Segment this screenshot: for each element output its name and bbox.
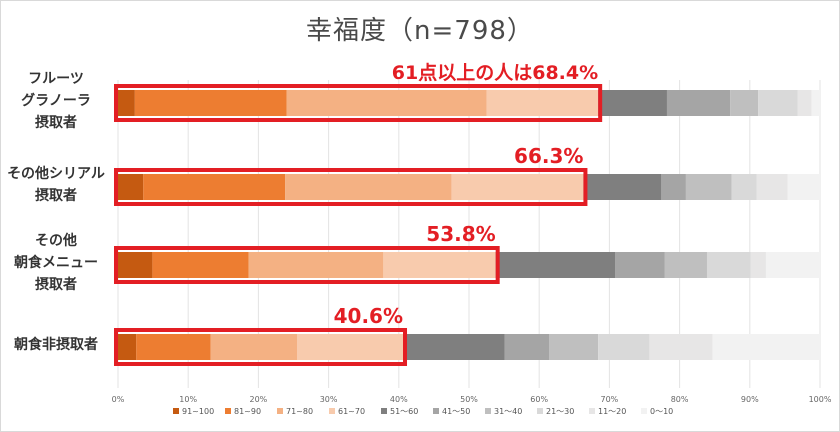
bar-segment — [649, 334, 713, 360]
bar-segment — [152, 252, 249, 278]
bar-segment — [118, 334, 137, 360]
bar-segment — [285, 174, 452, 200]
bar-segment — [248, 252, 384, 278]
bar-segment — [685, 174, 732, 200]
bar-segment — [451, 174, 584, 200]
bar-segment — [286, 90, 487, 116]
category-label-line: 朝食非摂取者 — [14, 337, 98, 353]
annotation-label: 66.3% — [514, 144, 583, 168]
category-label-line: その他シリアル — [7, 166, 105, 182]
category-label-line: フルーツ — [28, 71, 84, 87]
legend-label: 41～50 — [442, 407, 470, 416]
bar-segment — [615, 252, 665, 278]
bar-segment — [495, 252, 616, 278]
bar-segment — [134, 90, 287, 116]
bar-segment — [403, 334, 505, 360]
bar-segment — [765, 252, 820, 278]
x-tick-label: 30% — [320, 395, 338, 404]
x-tick-label: 10% — [179, 395, 197, 404]
legend-swatch — [537, 408, 543, 414]
bar-segment — [756, 174, 788, 200]
x-tick-label: 20% — [250, 395, 268, 404]
bars — [118, 90, 820, 360]
highlight-box — [114, 328, 408, 366]
bar-segment — [730, 90, 759, 116]
x-tick-label: 90% — [741, 395, 759, 404]
bar-segment — [118, 174, 144, 200]
category-label-line: 摂取者 — [35, 188, 77, 204]
bar-segment — [486, 90, 599, 116]
category-label-line: 朝食メニュー — [14, 255, 98, 271]
annotation-label: 61点以上の人は68.4% — [392, 62, 598, 84]
highlight-box — [114, 246, 500, 284]
bar-segment — [758, 90, 798, 116]
chart-title: 幸福度（n=798） — [306, 16, 534, 46]
bar-segment — [549, 334, 599, 360]
legend-swatch — [641, 408, 647, 414]
legend-swatch — [173, 408, 179, 414]
legend: 91~100 81~90 71~80 61~70 51～60 41～50 31～40 21～3… — [173, 407, 673, 416]
legend-label: 21～30 — [546, 407, 574, 416]
highlight-box — [114, 84, 603, 122]
bar-segment — [787, 174, 820, 200]
x-tick-label: 70% — [601, 395, 619, 404]
legend-swatch — [433, 408, 439, 414]
category-label: その他朝食メニュー 摂取者 — [0, 230, 112, 296]
bar-segment — [706, 252, 751, 278]
bar-segment — [143, 174, 286, 200]
bar-segment — [598, 334, 650, 360]
x-tick-label: 100% — [809, 395, 832, 404]
category-label-line: グラノーラ — [21, 93, 91, 109]
legend-swatch — [277, 408, 283, 414]
legend-label: 71~80 — [286, 407, 313, 416]
annotations: 61点以上の人は68.4% 66.3% 53.8% 40.6% — [334, 62, 599, 328]
annotation-label: 40.6% — [334, 304, 403, 328]
bar-segment — [598, 90, 667, 116]
x-tick-label: 0% — [112, 395, 125, 404]
x-tick-label: 40% — [390, 395, 408, 404]
bar-segment — [666, 90, 731, 116]
highlight-box — [114, 168, 588, 206]
bar-segment — [583, 174, 662, 200]
legend-label: 61~70 — [338, 407, 365, 416]
legend-label: 51～60 — [390, 407, 418, 416]
bar-segment — [136, 334, 211, 360]
category-label-line: 摂取者 — [35, 277, 77, 293]
bar-segment — [750, 252, 766, 278]
category-label: フルーツグラノーラ摂取者 — [0, 68, 112, 134]
legend-swatch — [225, 408, 231, 414]
legend-label: 0～10 — [650, 407, 673, 416]
bar-segment — [811, 90, 820, 116]
legend-label: 31～40 — [494, 407, 522, 416]
legend-label: 11～20 — [598, 407, 626, 416]
bar-segment — [797, 90, 812, 116]
highlight-boxes — [114, 84, 603, 366]
x-axis-ticks: 0% 10% 20% 30% 40% 50% 60% 70% 80% 90% 100% — [112, 395, 832, 404]
category-label: その他シリアル 摂取者 — [0, 163, 112, 207]
bar-segment — [731, 174, 757, 200]
x-tick-label: 60% — [530, 395, 548, 404]
bar-segment — [118, 252, 153, 278]
legend-swatch — [589, 408, 595, 414]
bar-segment — [664, 252, 707, 278]
legend-label: 91~100 — [182, 407, 214, 416]
legend-swatch — [485, 408, 491, 414]
bar-segment — [712, 334, 820, 360]
bar-segment — [504, 334, 550, 360]
legend-swatch — [381, 408, 387, 414]
legend-swatch — [329, 408, 335, 414]
annotation-label: 53.8% — [426, 222, 495, 246]
bar-segment — [118, 90, 135, 116]
category-label: 朝食非摂取者 — [0, 334, 112, 356]
category-label-line: 摂取者 — [35, 115, 77, 131]
category-label-line: その他 — [35, 233, 77, 249]
bar-segment — [297, 334, 404, 360]
bar-segment — [661, 174, 686, 200]
bar-segment — [210, 334, 298, 360]
bar-segment — [383, 252, 496, 278]
legend-label: 81~90 — [234, 407, 261, 416]
x-tick-label: 50% — [460, 395, 478, 404]
x-tick-label: 80% — [671, 395, 689, 404]
